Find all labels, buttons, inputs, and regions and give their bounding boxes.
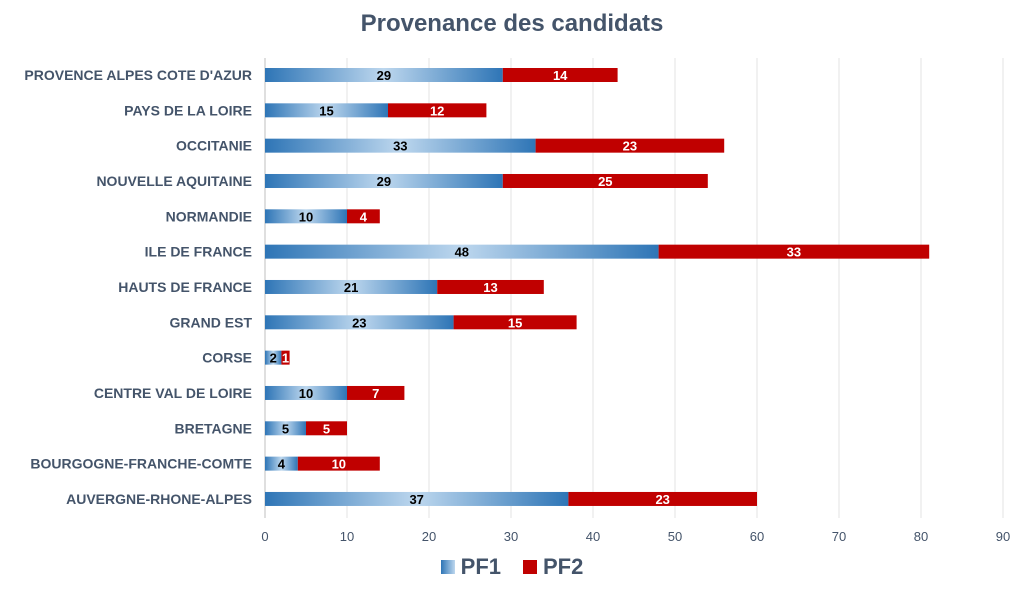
bar-pf1 <box>265 350 282 365</box>
data-label-pf2: 10 <box>332 457 346 472</box>
category-label: CORSE <box>202 350 252 366</box>
data-label-pf1: 33 <box>393 139 407 154</box>
bar-pf1 <box>265 315 454 330</box>
data-label-pf2: 13 <box>483 280 497 295</box>
legend-item-pf1: PF1 <box>440 554 501 580</box>
data-label-pf1: 15 <box>319 103 333 118</box>
bar-pf1 <box>265 103 388 118</box>
data-label-pf2: 4 <box>360 209 368 224</box>
data-label-pf2: 7 <box>372 386 379 401</box>
bar-pf1 <box>265 279 438 294</box>
bar-pf1 <box>265 244 659 259</box>
category-label: BOURGOGNE-FRANCHE-COMTE <box>30 456 252 472</box>
data-label-pf2: 14 <box>553 68 568 83</box>
legend-swatch-pf1 <box>440 560 455 574</box>
data-label-pf1: 37 <box>409 492 423 507</box>
data-label-pf1: 10 <box>299 386 313 401</box>
data-label-pf1: 5 <box>282 421 289 436</box>
category-label: PROVENCE ALPES COTE D'AZUR <box>24 67 252 83</box>
data-label-pf2: 1 <box>282 351 289 366</box>
legend: PF1 PF2 <box>0 554 1024 580</box>
category-labels: PROVENCE ALPES COTE D'AZUR PAYS DE LA LOI… <box>24 67 252 507</box>
bar-pf1 <box>265 385 347 400</box>
x-tick-label: 60 <box>750 529 764 544</box>
category-label: NOUVELLE AQUITAINE <box>96 173 252 189</box>
bar-pf1 <box>265 209 347 224</box>
data-label-pf1: 23 <box>352 315 366 330</box>
category-label: ILE DE FRANCE <box>145 244 252 260</box>
bar-pf2 <box>535 138 725 153</box>
bar-pf1 <box>265 456 298 471</box>
category-label: GRAND EST <box>170 314 253 330</box>
x-tick-label: 40 <box>586 529 600 544</box>
x-tick-label: 90 <box>996 529 1010 544</box>
data-label-pf2: 12 <box>430 103 444 118</box>
x-tick-label: 80 <box>914 529 928 544</box>
data-label-pf1: 4 <box>278 457 286 472</box>
data-label-pf2: 15 <box>508 315 522 330</box>
bar-pf2 <box>281 350 290 365</box>
bar-pf2 <box>437 279 544 294</box>
bar-pf2 <box>388 103 487 118</box>
data-label-pf1: 48 <box>455 245 469 260</box>
category-label: BRETAGNE <box>174 420 252 436</box>
data-label-pf1: 10 <box>299 209 313 224</box>
data-label-pf2: 5 <box>323 421 330 436</box>
category-label: CENTRE VAL DE LOIRE <box>94 385 252 401</box>
x-axis-ticks: 0 10 20 30 40 50 60 70 80 90 <box>261 529 1010 544</box>
bar-pf2 <box>502 68 618 82</box>
data-label-pf2: 33 <box>787 245 801 260</box>
bars: 29 14 15 12 33 23 29 25 10 4 48 33 21 13 23 15 2 1 10 7 5 5 4 1… <box>265 68 930 507</box>
bar-pf1 <box>265 138 536 153</box>
bar-pf2 <box>453 315 577 330</box>
bar-pf1 <box>265 173 503 188</box>
bar-pf2 <box>347 209 380 224</box>
x-tick-label: 0 <box>261 529 268 544</box>
bar-pf2 <box>568 491 757 506</box>
legend-swatch-pf2 <box>523 560 537 574</box>
chart-title: Provenance des candidats <box>360 10 664 37</box>
bar-pf2 <box>347 385 405 400</box>
data-label-pf2: 23 <box>623 139 637 154</box>
category-label: PAYS DE LA LOIRE <box>124 102 252 118</box>
bar-pf2 <box>306 421 347 436</box>
category-label: NORMANDIE <box>166 208 252 224</box>
legend-item-pf2: PF2 <box>523 554 583 580</box>
data-label-pf1: 29 <box>377 68 391 83</box>
legend-label-pf2: PF2 <box>543 554 584 579</box>
category-label: AUVERGNE-RHONE-ALPES <box>66 491 252 507</box>
x-tick-label: 10 <box>340 529 354 544</box>
bar-pf2 <box>658 244 930 259</box>
data-label-pf2: 25 <box>598 174 612 189</box>
bar-pf1 <box>265 421 306 436</box>
x-tick-label: 50 <box>668 529 682 544</box>
data-label-pf2: 23 <box>655 492 669 507</box>
x-tick-label: 30 <box>504 529 518 544</box>
category-label: OCCITANIE <box>176 138 252 154</box>
bar-pf2 <box>297 456 380 471</box>
data-label-pf1: 21 <box>344 280 358 295</box>
data-label-pf1: 29 <box>377 174 391 189</box>
legend-label-pf1: PF1 <box>460 554 501 579</box>
bar-pf1 <box>265 68 503 82</box>
data-label-pf1: 2 <box>270 351 277 366</box>
bar-pf1 <box>265 491 569 506</box>
x-tick-label: 70 <box>832 529 846 544</box>
x-tick-label: 20 <box>422 529 436 544</box>
category-label: HAUTS DE FRANCE <box>118 279 252 295</box>
bar-pf2 <box>502 173 708 188</box>
